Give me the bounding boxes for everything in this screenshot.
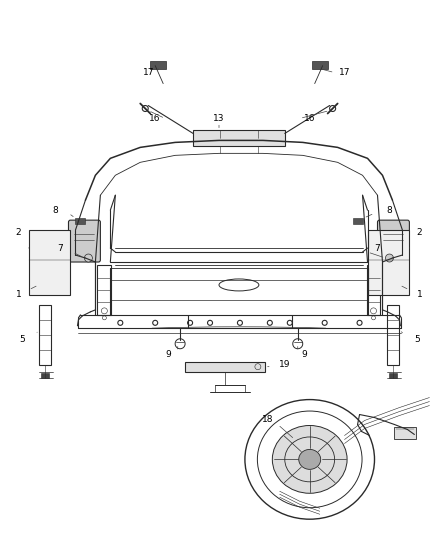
Text: 2: 2: [417, 228, 422, 237]
Text: 7: 7: [58, 244, 64, 253]
Text: 16: 16: [149, 114, 161, 123]
Ellipse shape: [272, 425, 347, 493]
Circle shape: [385, 254, 393, 262]
Bar: [188, 315, 292, 328]
Bar: [388, 305, 399, 365]
Text: 8: 8: [53, 206, 58, 215]
Bar: [97, 265, 111, 315]
Bar: [353, 218, 363, 224]
Bar: [150, 61, 166, 69]
Ellipse shape: [258, 411, 362, 508]
Text: 8: 8: [387, 206, 392, 215]
Text: 5: 5: [414, 335, 420, 344]
Text: 9: 9: [165, 350, 171, 359]
Bar: [41, 373, 49, 378]
Bar: [312, 61, 328, 69]
Text: 17: 17: [142, 68, 154, 77]
Bar: [28, 230, 71, 295]
Bar: [193, 131, 285, 147]
Bar: [75, 218, 85, 224]
Bar: [367, 265, 381, 315]
Text: 18: 18: [262, 415, 274, 424]
Text: 16: 16: [304, 114, 315, 123]
Bar: [185, 362, 265, 372]
Text: 2: 2: [16, 228, 21, 237]
Text: 13: 13: [213, 114, 225, 123]
FancyBboxPatch shape: [68, 220, 100, 262]
Circle shape: [85, 254, 92, 262]
Text: 19: 19: [279, 360, 290, 369]
Text: 1: 1: [16, 290, 21, 300]
Text: 17: 17: [339, 68, 350, 77]
Text: 5: 5: [20, 335, 25, 344]
Bar: [367, 230, 410, 295]
Bar: [389, 373, 397, 378]
FancyBboxPatch shape: [378, 220, 410, 262]
Text: 7: 7: [374, 244, 380, 253]
Ellipse shape: [299, 449, 321, 470]
Text: 1: 1: [417, 290, 422, 300]
Bar: [39, 305, 50, 365]
Bar: [395, 427, 417, 439]
Text: 9: 9: [302, 350, 307, 359]
